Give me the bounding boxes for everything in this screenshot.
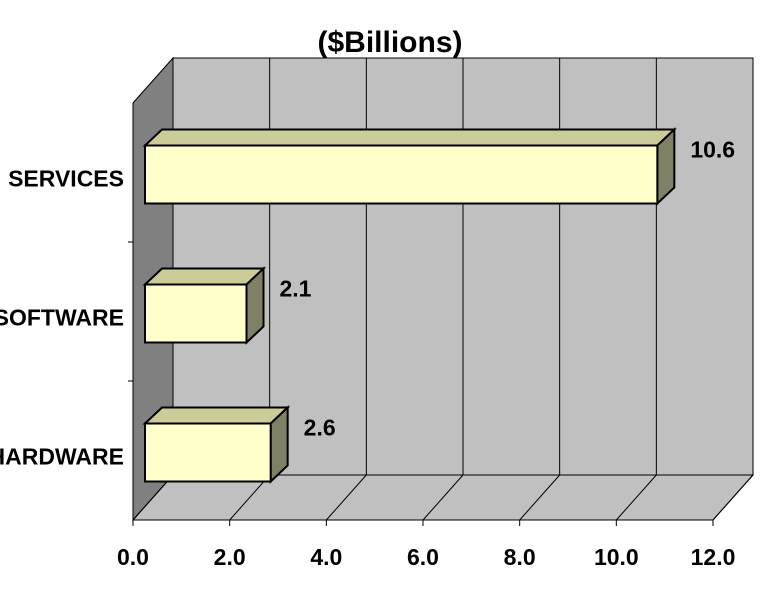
x-tick-label: 12.0	[691, 544, 736, 570]
x-tick-label: 6.0	[407, 544, 439, 570]
bar-top	[142, 406, 291, 425]
category-label: SOFTWARE	[0, 305, 124, 331]
floor-gridline	[325, 474, 367, 521]
bar-front	[144, 422, 272, 483]
data-label: 2.1	[280, 276, 312, 302]
x-tick-label: 0.0	[117, 544, 149, 570]
x-tick-label: 4.0	[310, 544, 342, 570]
bars	[142, 127, 677, 484]
bar	[142, 127, 677, 206]
x-tick-label: 8.0	[504, 544, 536, 570]
axes	[128, 103, 714, 526]
data-label: 10.6	[690, 137, 735, 163]
floor-gridline	[712, 474, 754, 521]
category-label: HARDWARE	[0, 444, 124, 470]
bar	[142, 266, 267, 345]
chart-title: ($Billions)	[317, 26, 462, 59]
data-label: 2.6	[304, 415, 336, 441]
bar-top	[142, 267, 267, 286]
bar-top	[142, 128, 677, 147]
category-label: SERVICES	[8, 166, 124, 192]
labels: 0.0 2.0 4.0 6.0 8.0 10.0 12.0 SERVICES 10.6 SOFTW…	[0, 137, 735, 571]
x-tick-label: 10.0	[594, 544, 639, 570]
floor-gridline	[422, 474, 464, 521]
floor-gridline	[615, 474, 657, 521]
bar-front	[144, 283, 248, 344]
x-tick-label: 2.0	[214, 544, 246, 570]
bar	[142, 405, 291, 484]
bar-front	[144, 144, 659, 205]
floor-gridline	[519, 474, 561, 521]
